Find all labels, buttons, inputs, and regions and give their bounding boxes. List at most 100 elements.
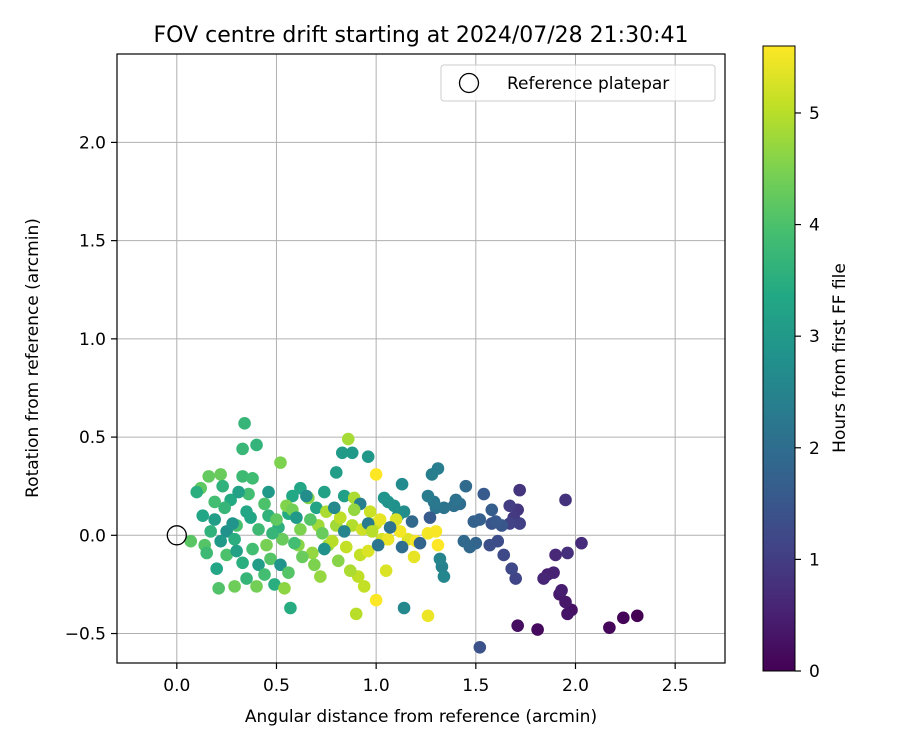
x-axis-label: Angular distance from reference (arcmin) <box>245 707 597 727</box>
data-point <box>266 527 279 540</box>
data-point <box>449 493 463 507</box>
data-point <box>278 582 291 595</box>
data-point <box>331 554 345 568</box>
data-point <box>274 558 287 572</box>
data-point <box>617 611 630 625</box>
data-point <box>236 442 249 456</box>
x-tick-label: 0.5 <box>263 676 290 696</box>
data-point <box>252 558 265 572</box>
y-axis-ticks: −0.5 0.0 0.5 1.0 1.5 2.0 <box>65 133 117 645</box>
data-point <box>210 562 223 576</box>
data-point <box>343 564 357 577</box>
data-point <box>555 584 568 597</box>
colorbar-tick-label: 2 <box>809 439 820 459</box>
data-point <box>228 532 241 546</box>
data-point <box>296 550 309 564</box>
grid <box>117 54 725 663</box>
data-point <box>485 503 499 517</box>
data-point <box>282 566 295 579</box>
data-point <box>208 513 221 526</box>
data-point <box>238 417 251 430</box>
data-point <box>200 546 214 560</box>
x-tick-label: 0.0 <box>163 676 190 696</box>
data-point <box>537 572 550 585</box>
x-tick-label: 1.0 <box>363 676 390 696</box>
data-points <box>184 417 644 654</box>
data-point <box>393 525 407 538</box>
data-point <box>381 532 395 546</box>
data-point <box>333 511 347 524</box>
data-point <box>232 485 245 499</box>
data-point <box>226 517 239 530</box>
data-point <box>559 493 572 507</box>
data-point <box>425 468 439 481</box>
data-point <box>184 534 198 548</box>
legend: Reference platepar <box>440 64 716 102</box>
data-point <box>561 546 574 560</box>
data-point <box>286 489 299 503</box>
data-point <box>513 483 526 497</box>
data-point <box>318 485 331 499</box>
data-point <box>252 523 265 536</box>
y-tick-label: −0.5 <box>65 625 106 645</box>
data-point <box>407 550 421 564</box>
y-axis-label: Rotation from reference (arcmin) <box>23 218 43 498</box>
data-point <box>208 495 221 509</box>
data-point <box>497 548 511 562</box>
data-point <box>288 536 301 550</box>
data-point <box>531 623 544 636</box>
data-point <box>304 513 317 526</box>
data-point <box>365 525 379 538</box>
data-point <box>413 536 427 550</box>
x-axis-ticks: 0.0 0.5 1.0 1.5 2.0 2.5 <box>163 663 689 696</box>
data-point <box>250 438 263 452</box>
data-point <box>310 501 323 515</box>
data-point <box>503 499 517 513</box>
data-point <box>467 515 481 528</box>
data-point <box>489 515 503 528</box>
data-point <box>423 511 437 524</box>
y-tick-label: 2.0 <box>79 133 106 153</box>
legend-box <box>440 64 716 102</box>
data-point <box>513 517 526 530</box>
data-point <box>214 468 227 481</box>
data-point <box>284 601 297 615</box>
data-point <box>345 446 359 460</box>
data-point <box>361 450 375 464</box>
data-point <box>216 479 229 493</box>
data-point <box>276 532 289 546</box>
data-point <box>258 568 271 581</box>
data-point <box>262 485 275 499</box>
data-point <box>236 556 249 570</box>
data-point <box>325 534 339 548</box>
data-point <box>505 562 519 576</box>
data-point <box>218 501 231 515</box>
y-tick-label: 0.0 <box>79 526 106 546</box>
colorbar-label: Hours from first FF file <box>830 263 850 453</box>
data-point <box>483 538 497 552</box>
data-point <box>270 513 283 526</box>
data-point <box>421 489 435 503</box>
data-point <box>337 525 351 538</box>
data-point <box>242 487 255 501</box>
data-point <box>575 536 588 550</box>
data-point <box>549 548 562 562</box>
plot-frame <box>116 53 726 664</box>
x-tick-label: 2.5 <box>662 676 689 696</box>
data-point <box>511 619 524 632</box>
data-point <box>361 544 375 558</box>
data-point <box>329 466 343 479</box>
data-point <box>357 580 371 593</box>
data-point <box>230 544 243 558</box>
data-point <box>383 521 397 534</box>
data-point <box>260 538 273 552</box>
data-point <box>477 487 491 501</box>
colorbar-tick-label: 1 <box>809 550 820 570</box>
data-point <box>561 607 574 621</box>
data-point <box>264 552 277 566</box>
data-point <box>371 538 385 552</box>
data-point <box>339 540 353 554</box>
data-point <box>258 497 271 511</box>
data-point <box>433 552 447 566</box>
data-point <box>509 572 522 585</box>
